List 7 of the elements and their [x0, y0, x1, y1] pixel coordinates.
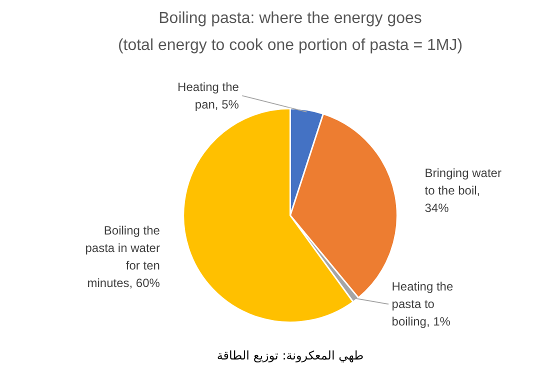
slice-label: Boiling the pasta in water for ten minutes, 60% [85, 224, 160, 290]
text: طهي المعكرونة: توزيع الطاقة [216, 348, 364, 363]
slice-label: Heating the pasta to boiling, 1% [392, 280, 454, 329]
chart-title: Boiling pasta: where the energy goes [158, 10, 422, 28]
chart-subtitle: (total energy to cook one portion of pasta = 1MJ) [118, 36, 463, 54]
slice-label: Bringing water to the boil, 34% [424, 166, 502, 215]
slice-label: Heating the pan, 5% [178, 80, 240, 112]
